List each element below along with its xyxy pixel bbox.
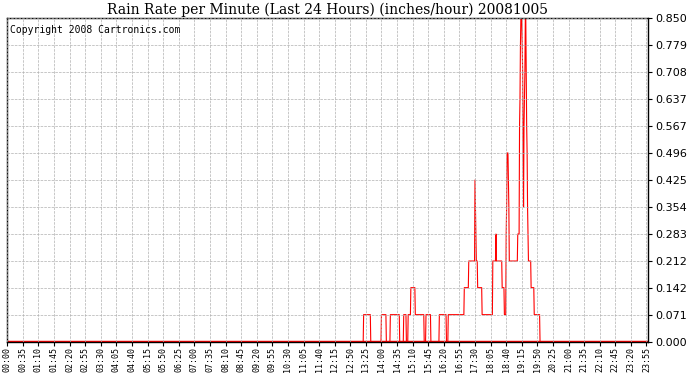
Title: Rain Rate per Minute (Last 24 Hours) (inches/hour) 20081005: Rain Rate per Minute (Last 24 Hours) (in… <box>107 3 549 17</box>
Text: Copyright 2008 Cartronics.com: Copyright 2008 Cartronics.com <box>10 25 181 35</box>
